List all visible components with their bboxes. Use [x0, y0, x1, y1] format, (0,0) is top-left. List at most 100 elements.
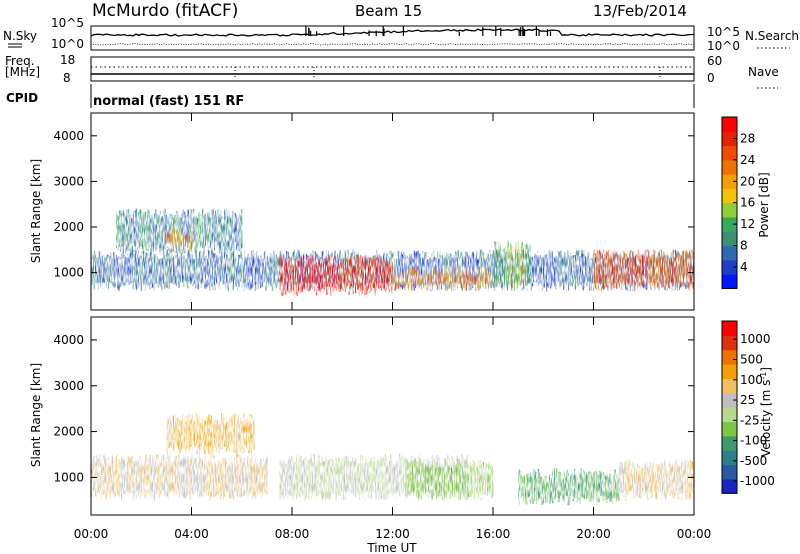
echo-region: [279, 254, 393, 296]
echo-region: [166, 226, 193, 254]
colorbar-swatch: [722, 159, 737, 175]
echo-region: [392, 267, 495, 292]
velocity-ylabel: Slant Range [km]: [29, 363, 43, 467]
echo-region: [91, 454, 268, 501]
x-tick-label: 04:00: [174, 527, 209, 541]
y-tick-label: 2000: [53, 220, 84, 234]
cpid-panel: CPID normal (fast) 151 RF: [6, 84, 695, 109]
x-tick-label: 00:00: [677, 527, 712, 541]
velocity-colorbar-label: Velocity [m s-1]: [759, 367, 773, 457]
noise-right-tick-top: 10^5: [707, 25, 740, 39]
power-colorbar: 4 8 12 16 20 24 28: [721, 116, 755, 289]
colorbar-swatch: [722, 321, 737, 336]
y-tick-label: 3000: [53, 174, 84, 188]
velocity-panel: 1000 2000 3000 4000 Slant Range [km] 1000 50…: [29, 316, 775, 516]
colorbar-tick-label: -500: [740, 454, 767, 468]
colorbar-tick-label: 25: [740, 393, 755, 407]
x-tick-label: 12:00: [375, 527, 410, 541]
colorbar-tick-label: 16: [740, 196, 755, 210]
velocity-echoes: [91, 413, 694, 506]
colorbar-tick-label: -25: [740, 413, 760, 427]
noise-traces: [90, 26, 695, 46]
colorbar-tick-label: 500: [740, 353, 763, 367]
time-axis: 00:00 04:00 08:00 12:00 16:00 20:00 00:00: [74, 527, 712, 541]
y-tick-label: 4000: [53, 333, 84, 347]
colorbar-swatch: [722, 216, 737, 232]
colorbar-swatch: [722, 335, 737, 351]
freq-right-tick-top: 60: [707, 54, 722, 68]
noise-right-label: N.Search: [745, 29, 799, 43]
y-tick-label: 1000: [53, 266, 84, 280]
colorbar-tick-label: 20: [740, 174, 755, 188]
y-tick-label: 4000: [53, 129, 84, 143]
nave-label: Nave: [748, 65, 779, 79]
echo-region: [166, 413, 255, 455]
colorbar-swatch: [722, 231, 737, 247]
colorbar-tick-label: 12: [740, 217, 755, 231]
power-panel: 1000 2000 3000 4000 Slant Range [km] 4 8 12 16…: [29, 112, 771, 311]
y-tick-label: 2000: [53, 425, 84, 439]
echo-region: [518, 467, 620, 506]
colorbar-swatch: [722, 131, 737, 147]
colorbar-tick-label: 100: [740, 373, 763, 387]
noise-left-tick-top: 10^5: [51, 16, 84, 30]
freq-label-1: Freq.: [5, 54, 35, 68]
velocity-colorbar: 1000 500 100 25 -25 -100 -500 -1000: [721, 320, 775, 494]
colorbar-swatch: [722, 464, 737, 480]
x-tick-label: 16:00: [476, 527, 511, 541]
echo-region: [493, 240, 531, 291]
power-ylabel: Slant Range [km]: [29, 159, 43, 263]
colorbar-swatch: [722, 274, 737, 289]
noise-search-trace: [90, 43, 695, 46]
frequency-panel: Freq. [MHz] 18 8 60 0 Nave: [5, 53, 779, 89]
noise-panel: N.Sky 10^5 10^0 10^5 10^0 N.Search: [3, 16, 799, 53]
echo-region: [405, 458, 494, 501]
colorbar-swatch: [722, 245, 737, 261]
freq-left-tick-top: 18: [60, 53, 75, 67]
colorbar-swatch: [722, 392, 737, 408]
y-tick-label: 1000: [53, 470, 84, 484]
noise-right-tick-bottom: 10^0: [707, 39, 740, 53]
freq-left-tick-bottom: 8: [63, 71, 71, 85]
colorbar-swatch: [722, 378, 737, 394]
colorbar-swatch: [722, 407, 737, 422]
noise-left-tick-bottom: 10^0: [51, 37, 84, 51]
cpid-mode: normal (fast) 151 RF: [93, 94, 244, 109]
colorbar-swatch: [722, 117, 737, 132]
colorbar-tick-label: 4: [740, 260, 748, 274]
station-title: McMurdo (fitACF): [92, 1, 238, 21]
colorbar-swatch: [722, 364, 737, 379]
x-tick-label: 08:00: [275, 527, 310, 541]
beam-title: Beam 15: [355, 2, 422, 20]
colorbar-swatch: [722, 478, 737, 494]
noise-left-label: N.Sky: [3, 29, 37, 43]
echo-region: [593, 249, 694, 292]
colorbar-swatch: [722, 145, 737, 161]
colorbar-tick-label: -1000: [740, 474, 775, 488]
colorbar-swatch: [722, 421, 737, 437]
colorbar-tick-label: 1000: [740, 332, 771, 346]
x-axis-label: Time UT: [366, 541, 417, 554]
freq-right-tick-bottom: 0: [707, 71, 715, 85]
colorbar-swatch: [722, 450, 737, 466]
freq-label-2: [MHz]: [5, 65, 40, 79]
date-title: 13/Feb/2014: [593, 2, 687, 20]
colorbar-swatch: [722, 174, 737, 189]
colorbar-swatch: [722, 349, 737, 365]
colorbar-tick-label: 28: [740, 131, 755, 145]
colorbar-swatch: [722, 202, 737, 218]
x-tick-label: 20:00: [576, 527, 611, 541]
power-colorbar-label: Power [dB]: [757, 172, 771, 237]
colorbar-tick-label: -100: [740, 434, 767, 448]
x-tick-label: 00:00: [74, 527, 109, 541]
colorbar-swatch: [722, 435, 737, 451]
colorbar-tick-label: 24: [740, 153, 755, 167]
power-echoes: [91, 208, 694, 296]
y-tick-label: 3000: [53, 379, 84, 393]
echo-region: [618, 459, 694, 501]
noise-sky-trace: [90, 28, 695, 37]
cpid-label: CPID: [6, 91, 38, 105]
colorbar-swatch: [722, 259, 737, 275]
colorbar-swatch: [722, 188, 737, 204]
